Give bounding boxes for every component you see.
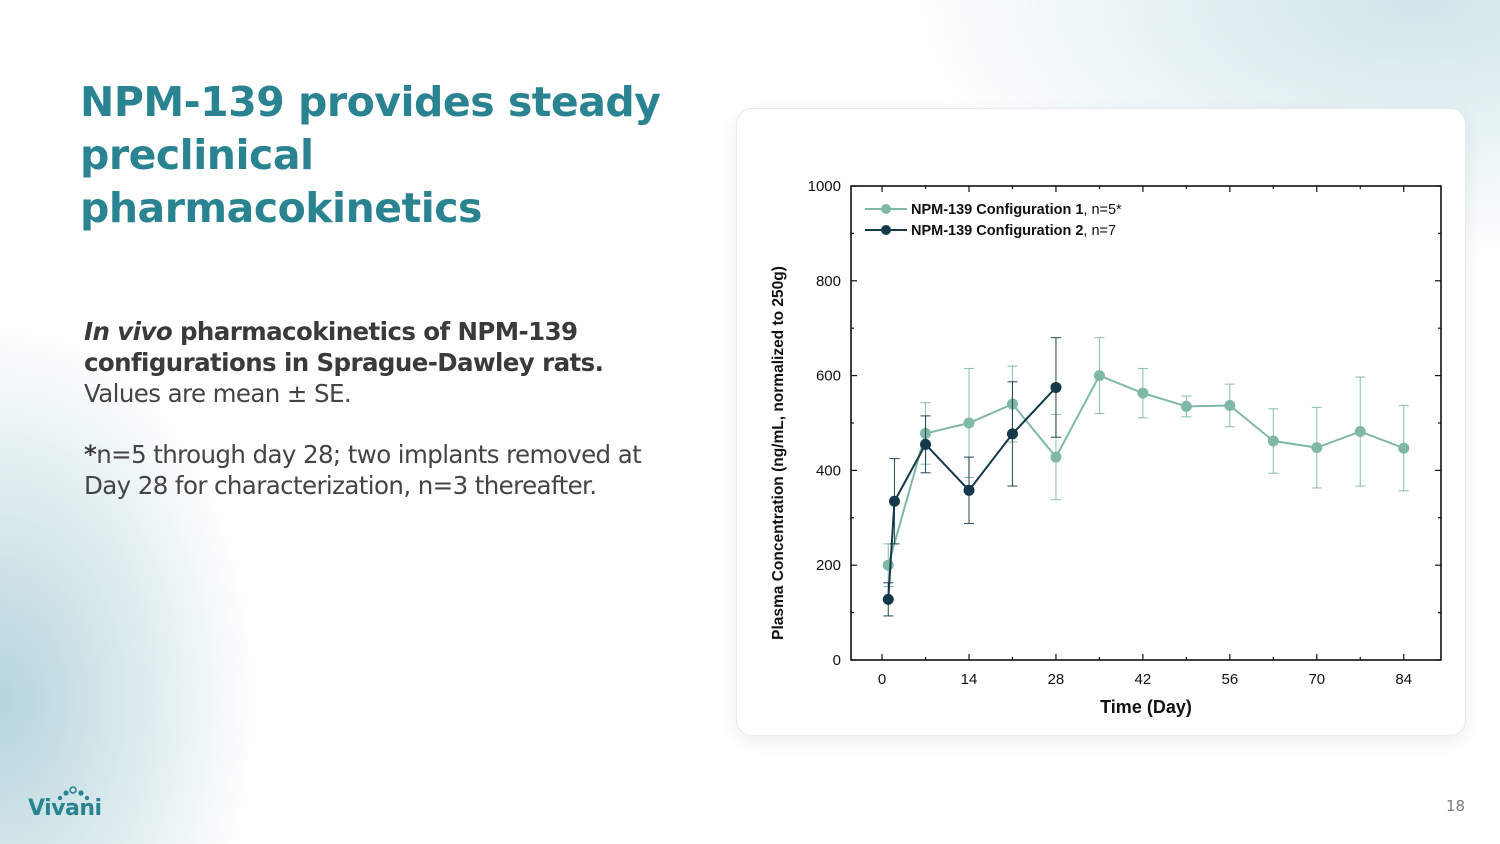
legend-label: NPM-139 Configuration 1, n=5* <box>911 202 1122 218</box>
footnote-text: n=5 through day 28; two implants removed… <box>84 440 642 500</box>
data-point <box>1354 426 1366 438</box>
data-point <box>882 593 894 605</box>
legend-suffix: , n=5* <box>1083 202 1122 218</box>
page-number: 18 <box>1446 797 1466 815</box>
y-axis-label: Plasma Concentration (ng/mL, normalized … <box>770 266 787 640</box>
data-point <box>888 495 900 507</box>
y-tick-label: 600 <box>816 368 841 385</box>
x-tick-label: 56 <box>1221 671 1238 688</box>
data-point <box>963 484 975 496</box>
data-point <box>920 438 932 450</box>
data-point <box>1006 428 1018 440</box>
logo-dots-icon <box>57 786 90 801</box>
legend-marker <box>881 225 891 235</box>
caption-bold: pharmacokinetics of NPM-139 configuratio… <box>84 317 604 377</box>
data-point <box>1224 399 1236 411</box>
data-point <box>963 417 975 429</box>
x-tick-label: 84 <box>1395 671 1412 688</box>
footnote-star: * <box>84 440 97 469</box>
data-point <box>1267 435 1279 447</box>
legend-label: NPM-139 Configuration 2, n=7 <box>911 223 1116 239</box>
chart-card: 0 200 400 600 800 1000 0 14 28 42 56 70 84 Time (Day)… <box>736 108 1466 736</box>
slide-body: In vivo pharmacokinetics of NPM-139 conf… <box>84 316 684 531</box>
legend-name: NPM-139 Configuration 1 <box>911 202 1083 218</box>
x-tick-label: 0 <box>878 671 886 688</box>
x-tick-label: 14 <box>961 671 978 688</box>
caption-italic: In vivo <box>84 317 173 346</box>
data-point <box>1180 400 1192 412</box>
x-axis-label: Time (Day) <box>1100 697 1192 717</box>
slide-title: NPM-139 provides steady preclinical phar… <box>80 78 661 232</box>
data-point <box>1050 381 1062 393</box>
data-point <box>1050 451 1062 463</box>
x-tick-label: 70 <box>1308 671 1325 688</box>
footnote-paragraph: *n=5 through day 28; two implants remove… <box>84 439 684 501</box>
data-point <box>1093 370 1105 382</box>
logo-text: Vivani <box>28 796 102 821</box>
data-point <box>1137 387 1149 399</box>
x-tick-label: 28 <box>1048 671 1065 688</box>
data-point <box>1398 442 1410 454</box>
y-tick-label: 1000 <box>808 178 841 195</box>
legend-suffix: , n=7 <box>1083 223 1116 239</box>
x-tick-label: 42 <box>1135 671 1152 688</box>
series-line-1 <box>887 374 1405 566</box>
y-tick-label: 200 <box>816 557 841 574</box>
y-tick-label: 0 <box>833 652 841 669</box>
legend-name: NPM-139 Configuration 2 <box>911 223 1083 239</box>
series-line-2 <box>887 386 1057 600</box>
y-tick-label: 400 <box>816 462 841 479</box>
plot-frame <box>850 185 1442 661</box>
y-tick-label: 800 <box>816 273 841 290</box>
legend-marker <box>881 204 891 214</box>
data-point <box>882 559 894 571</box>
data-point <box>1311 442 1323 454</box>
caption-paragraph: In vivo pharmacokinetics of NPM-139 conf… <box>84 316 684 409</box>
caption-rest: Values are mean ± SE. <box>84 379 352 408</box>
pk-chart: 0 200 400 600 800 1000 0 14 28 42 56 70 84 Time (Day)… <box>770 178 1442 717</box>
vivani-logo: Vivani <box>28 784 108 824</box>
